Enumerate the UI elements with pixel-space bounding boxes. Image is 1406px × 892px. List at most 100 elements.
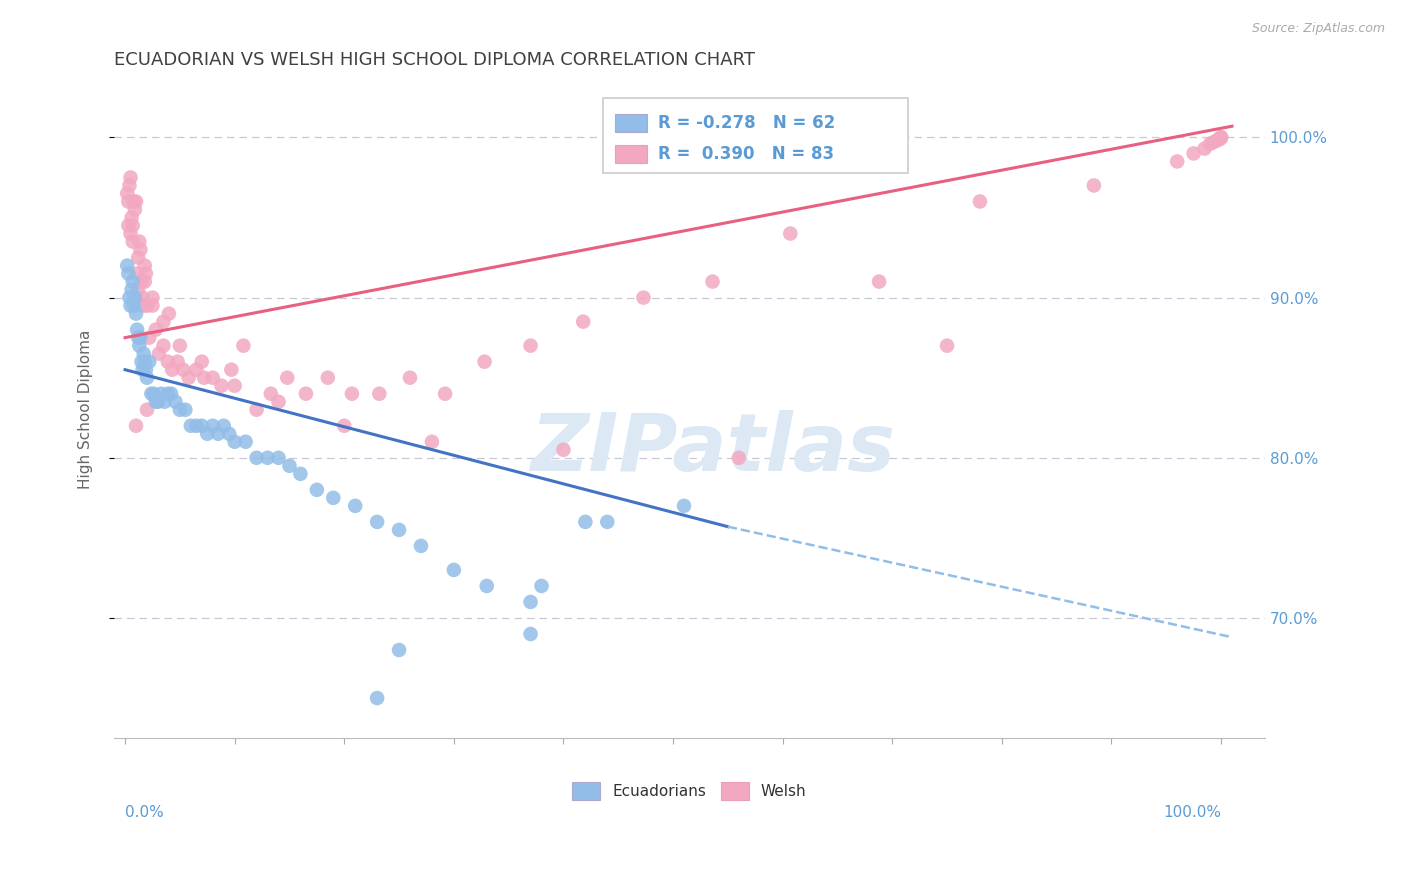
Point: [165, 394, 187, 409]
Point: [530, 579, 553, 593]
Point: [166, 354, 188, 368]
Point: [267, 450, 290, 465]
Point: [211, 378, 233, 392]
Point: [174, 402, 197, 417]
Point: [366, 691, 388, 706]
Text: 0.0%: 0.0%: [125, 805, 165, 821]
Point: [702, 275, 724, 289]
Point: [186, 362, 208, 376]
Point: [118, 291, 141, 305]
Point: [121, 211, 143, 225]
Point: [141, 299, 163, 313]
Point: [132, 299, 155, 313]
Point: [727, 450, 749, 465]
Point: [156, 354, 179, 368]
Point: [180, 418, 202, 433]
Point: [145, 323, 167, 337]
Point: [221, 362, 243, 376]
Point: [127, 267, 149, 281]
Point: [127, 331, 149, 345]
Point: [148, 346, 170, 360]
Point: [232, 339, 254, 353]
Point: [118, 178, 141, 193]
Point: [127, 251, 149, 265]
Point: [475, 579, 498, 593]
Point: [121, 235, 143, 249]
Point: [1209, 130, 1232, 145]
Point: [141, 386, 163, 401]
Point: [127, 283, 149, 297]
Point: [117, 194, 139, 209]
Point: [120, 227, 142, 241]
Point: [169, 402, 191, 417]
Point: [1208, 132, 1230, 146]
Point: [519, 627, 541, 641]
Point: [224, 378, 246, 392]
Point: [156, 386, 179, 401]
Point: [409, 539, 432, 553]
Point: [207, 426, 229, 441]
Point: [519, 595, 541, 609]
Point: [596, 515, 619, 529]
Point: [399, 370, 422, 384]
Point: [1209, 132, 1232, 146]
Point: [267, 394, 290, 409]
Point: [201, 418, 224, 433]
Point: [160, 362, 183, 376]
Point: [191, 418, 214, 433]
Point: [138, 354, 160, 368]
Point: [134, 354, 156, 368]
Point: [278, 458, 301, 473]
Point: [368, 386, 391, 401]
Point: [135, 362, 157, 376]
Point: [136, 370, 159, 384]
Point: [672, 499, 695, 513]
Point: [117, 259, 139, 273]
Point: [224, 434, 246, 449]
Point: [131, 362, 153, 376]
Point: [256, 450, 278, 465]
Point: [1199, 136, 1222, 151]
Point: [120, 299, 142, 313]
FancyBboxPatch shape: [614, 113, 647, 132]
Point: [218, 426, 240, 441]
Point: [235, 434, 257, 449]
Point: [633, 291, 655, 305]
Point: [124, 202, 146, 217]
Point: [134, 259, 156, 273]
Point: [138, 331, 160, 345]
Point: [553, 442, 575, 457]
Point: [153, 394, 176, 409]
Text: R = -0.278   N = 62: R = -0.278 N = 62: [658, 113, 835, 132]
Point: [132, 346, 155, 360]
Text: ECUADORIAN VS WELSH HIGH SCHOOL DIPLOMA CORRELATION CHART: ECUADORIAN VS WELSH HIGH SCHOOL DIPLOMA …: [114, 51, 755, 69]
Point: [572, 315, 595, 329]
Point: [420, 434, 443, 449]
Point: [316, 370, 339, 384]
Point: [212, 418, 235, 433]
Point: [129, 331, 152, 345]
FancyBboxPatch shape: [614, 145, 647, 163]
Point: [779, 227, 801, 241]
Point: [344, 499, 367, 513]
Point: [366, 515, 388, 529]
Point: [434, 386, 457, 401]
Text: R =  0.390   N = 83: R = 0.390 N = 83: [658, 145, 835, 163]
Y-axis label: High School Diploma: High School Diploma: [79, 330, 93, 490]
Point: [340, 386, 363, 401]
Point: [121, 219, 143, 233]
Point: [260, 386, 283, 401]
Point: [121, 283, 143, 297]
Point: [1209, 130, 1232, 145]
Point: [124, 291, 146, 305]
Point: [936, 339, 959, 353]
Point: [169, 339, 191, 353]
Text: ZIPatlas: ZIPatlas: [530, 410, 896, 488]
Point: [305, 483, 328, 497]
Point: [1205, 134, 1227, 148]
Point: [131, 275, 153, 289]
Point: [322, 491, 344, 505]
Point: [333, 418, 356, 433]
Point: [128, 235, 150, 249]
Point: [1194, 142, 1216, 156]
